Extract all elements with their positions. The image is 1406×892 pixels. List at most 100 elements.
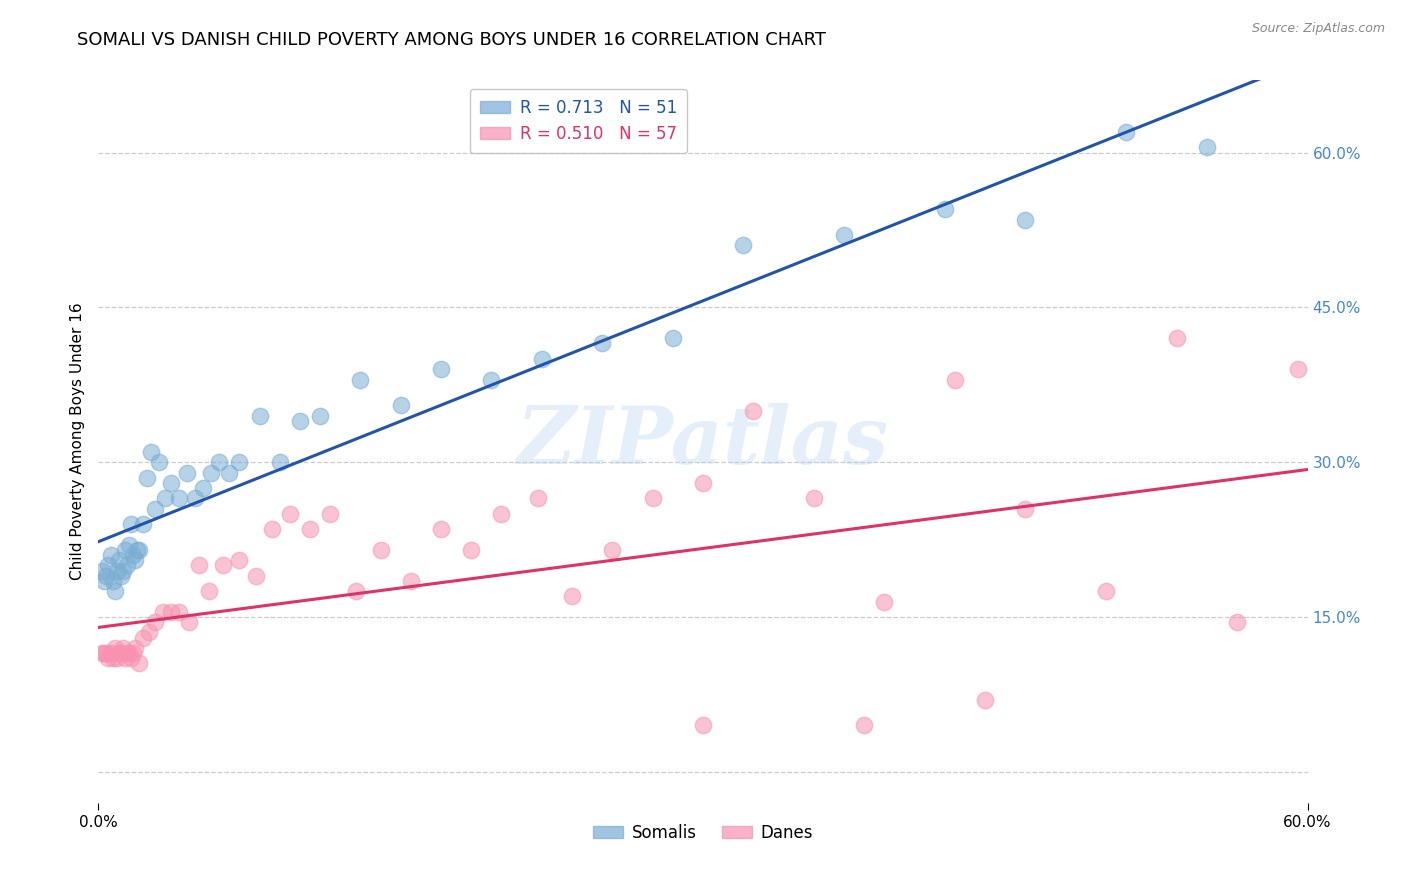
Point [114,651,136,665]
Point [228,455,250,469]
Point [309,409,332,423]
Point [943,373,966,387]
Point [93,574,115,588]
Point [803,491,825,506]
Point [344,584,367,599]
Point [389,398,412,412]
Point [105,651,128,665]
Point [132,631,155,645]
Point [208,455,231,469]
Point [100,646,122,660]
Point [93,646,115,660]
Point [184,491,207,506]
Point [97,558,120,573]
Point [115,558,138,573]
Point [1195,140,1218,154]
Point [148,455,170,469]
Point [138,625,160,640]
Point [160,475,183,490]
Point [153,491,176,506]
Point [526,491,548,506]
Point [1226,615,1249,630]
Point [692,718,714,732]
Point [100,548,122,562]
Point [110,646,132,660]
Text: ZIPatlas: ZIPatlas [517,403,889,480]
Point [128,542,150,557]
Point [139,445,162,459]
Point [120,517,142,532]
Point [212,558,235,573]
Point [974,692,997,706]
Point [91,564,114,578]
Point [143,501,166,516]
Point [260,522,283,536]
Point [934,202,956,217]
Point [399,574,422,588]
Point [107,646,129,660]
Point [115,646,138,660]
Y-axis label: Child Poverty Among Boys Under 16: Child Poverty Among Boys Under 16 [69,302,84,581]
Point [299,522,322,536]
Point [460,542,482,557]
Point [111,640,134,655]
Point [91,646,114,660]
Point [193,481,215,495]
Point [288,414,311,428]
Point [491,507,513,521]
Point [561,590,583,604]
Point [641,491,664,506]
Point [853,718,876,732]
Point [370,542,392,557]
Point [121,548,143,562]
Point [661,331,683,345]
Point [121,646,143,660]
Point [349,373,371,387]
Point [105,564,128,578]
Point [152,605,174,619]
Point [101,651,124,665]
Text: Source: ZipAtlas.com: Source: ZipAtlas.com [1251,22,1385,36]
Point [228,553,250,567]
Point [179,615,201,630]
Point [278,507,301,521]
Point [167,605,190,619]
Point [481,373,503,387]
Point [188,558,211,573]
Point [692,475,714,490]
Point [742,403,765,417]
Point [118,538,141,552]
Point [176,466,198,480]
Point [1166,331,1188,345]
Point [96,646,118,660]
Point [101,574,124,588]
Point [530,351,553,366]
Point [430,522,453,536]
Point [591,336,613,351]
Point [135,471,157,485]
Point [167,491,190,506]
Point [1115,125,1137,139]
Legend: Somalis, Danes: Somalis, Danes [586,817,820,848]
Point [1014,501,1036,516]
Text: SOMALI VS DANISH CHILD POVERTY AMONG BOYS UNDER 16 CORRELATION CHART: SOMALI VS DANISH CHILD POVERTY AMONG BOY… [77,31,827,49]
Point [319,507,342,521]
Point [160,605,183,619]
Point [873,594,896,608]
Point [200,466,222,480]
Point [96,568,118,582]
Point [110,568,132,582]
Point [132,517,155,532]
Point [124,640,146,655]
Point [1095,584,1118,599]
Point [97,651,120,665]
Point [430,362,453,376]
Point [198,584,221,599]
Point [602,542,624,557]
Point [111,564,134,578]
Point [128,657,150,671]
Point [114,542,136,557]
Point [103,640,125,655]
Point [832,228,855,243]
Point [269,455,291,469]
